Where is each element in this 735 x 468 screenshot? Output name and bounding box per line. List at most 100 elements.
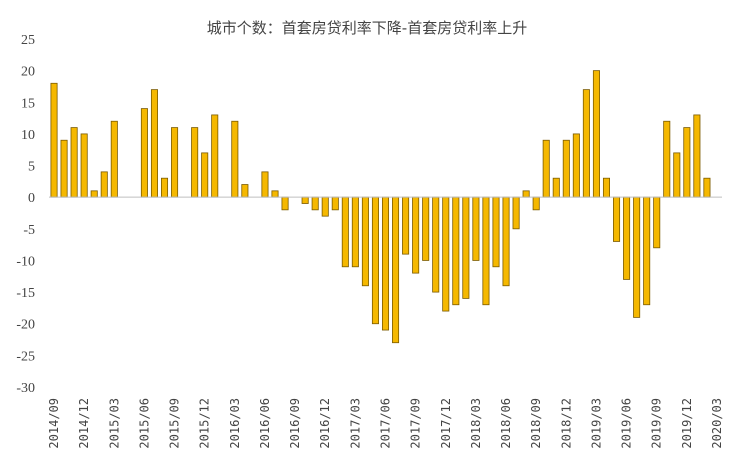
bar-2015-09 bbox=[171, 127, 179, 198]
bar-2018-08 bbox=[522, 190, 530, 198]
y-tick-label: 10 bbox=[21, 128, 35, 143]
y-tick-label: 15 bbox=[21, 96, 35, 111]
x-tick-label: 2016/12 bbox=[318, 398, 332, 449]
bar-2019-02 bbox=[582, 89, 590, 198]
bar-2018-01 bbox=[452, 196, 460, 306]
bar-2015-11 bbox=[191, 127, 199, 198]
bar-2017-05 bbox=[371, 196, 379, 325]
bar-2017-01 bbox=[331, 196, 339, 211]
bar-2015-06 bbox=[140, 108, 148, 198]
bar-2018-12 bbox=[562, 139, 570, 198]
bar-2018-02 bbox=[462, 196, 470, 299]
bar-2017-10 bbox=[422, 196, 430, 261]
bar-2014-12 bbox=[80, 133, 88, 198]
y-tick-label: 5 bbox=[28, 160, 35, 175]
y-tick-label: -30 bbox=[16, 381, 35, 396]
x-tick-label: 2019/03 bbox=[589, 398, 603, 449]
x-tick-label: 2017/12 bbox=[439, 398, 453, 449]
y-tick-label: 20 bbox=[21, 65, 35, 80]
x-tick-label: 2014/12 bbox=[77, 398, 91, 449]
bar-2014-11 bbox=[70, 127, 78, 198]
bar-2019-12 bbox=[683, 127, 691, 198]
bar-2019-06 bbox=[623, 196, 631, 280]
bar-2014-10 bbox=[60, 139, 68, 198]
bar-2018-05 bbox=[492, 196, 500, 268]
bar-2019-10 bbox=[663, 120, 671, 198]
bar-2016-03 bbox=[231, 120, 239, 198]
bar-2018-03 bbox=[472, 196, 480, 261]
x-tick-label: 2019/09 bbox=[650, 398, 664, 449]
bar-2017-12 bbox=[442, 196, 450, 312]
bar-2017-11 bbox=[432, 196, 440, 293]
bar-2020-02 bbox=[703, 177, 711, 198]
x-tick-label: 2014/09 bbox=[47, 398, 61, 449]
chart-title: 城市个数：首套房贷利率下降-首套房贷利率上升 bbox=[207, 19, 527, 37]
bar-2017-03 bbox=[351, 196, 359, 268]
bar-2015-01 bbox=[90, 190, 98, 198]
x-tick-label: 2019/12 bbox=[680, 398, 694, 449]
y-tick-label: 25 bbox=[21, 33, 35, 48]
x-tick-label: 2015/12 bbox=[198, 398, 212, 449]
x-tick-label: 2016/03 bbox=[228, 398, 242, 449]
bar-2019-04 bbox=[602, 177, 610, 198]
x-tick-label: 2017/03 bbox=[348, 398, 362, 449]
bar-2017-06 bbox=[381, 196, 390, 331]
bar-2016-06 bbox=[261, 171, 269, 198]
bar-2019-05 bbox=[613, 196, 621, 242]
bar-2015-12 bbox=[201, 152, 209, 198]
bar-2016-08 bbox=[281, 196, 289, 211]
bar-2017-02 bbox=[341, 196, 349, 268]
x-tick-label: 2018/09 bbox=[529, 398, 543, 449]
bar-2020-01 bbox=[693, 114, 701, 198]
x-tick-label: 2015/03 bbox=[107, 398, 121, 449]
x-tick-label: 2016/09 bbox=[288, 398, 302, 449]
y-tick-label: -25 bbox=[16, 349, 35, 364]
bar-2018-10 bbox=[542, 139, 550, 198]
bar-2019-07 bbox=[633, 196, 641, 318]
y-tick-label: -15 bbox=[16, 286, 35, 301]
bar-2017-08 bbox=[402, 196, 410, 255]
x-tick-label: 2015/09 bbox=[168, 398, 182, 449]
bar-2016-07 bbox=[271, 190, 279, 198]
bar-2017-04 bbox=[361, 196, 369, 287]
x-tick-label: 2017/09 bbox=[409, 398, 423, 449]
y-tick-label: 0 bbox=[28, 191, 35, 206]
bar-2019-09 bbox=[653, 196, 661, 249]
bar-2019-03 bbox=[592, 70, 600, 198]
bar-2016-11 bbox=[311, 196, 319, 211]
bar-2019-11 bbox=[673, 152, 681, 198]
x-tick-label: 2020/03 bbox=[710, 398, 724, 449]
bar-2018-11 bbox=[552, 177, 560, 198]
x-tick-label: 2018/06 bbox=[499, 398, 513, 449]
bar-2015-08 bbox=[160, 177, 169, 198]
x-tick-label: 2016/06 bbox=[258, 398, 272, 449]
bars bbox=[50, 70, 711, 344]
x-axis-ticks: 2014/09 2014/12 2015/03 2015/06 2015/09 2015/… bbox=[47, 398, 724, 449]
x-tick-label: 2017/06 bbox=[379, 398, 393, 449]
bar-2017-07 bbox=[392, 196, 400, 344]
bar-2017-09 bbox=[412, 196, 420, 274]
bar-2015-02 bbox=[100, 171, 108, 198]
y-tick-label: -20 bbox=[16, 318, 35, 333]
y-tick-label: -5 bbox=[23, 223, 35, 238]
bar-2018-04 bbox=[482, 196, 490, 306]
bar-2019-01 bbox=[572, 133, 580, 198]
x-tick-label: 2019/06 bbox=[620, 398, 634, 449]
x-tick-label: 2018/12 bbox=[559, 398, 573, 449]
y-tick-label: -10 bbox=[16, 254, 35, 269]
bar-2019-08 bbox=[643, 196, 651, 306]
bar-2016-12 bbox=[321, 196, 329, 217]
bar-2015-03 bbox=[110, 120, 118, 198]
bar-2018-07 bbox=[512, 196, 520, 230]
bar-2015-07 bbox=[150, 89, 158, 198]
bar-2014-09 bbox=[50, 82, 58, 198]
y-axis-ticks: -30 -25 -20 -15 -10 -5 0 5 10 15 20 25 bbox=[16, 33, 35, 396]
x-tick-label: 2015/06 bbox=[137, 398, 151, 449]
bar-2016-10 bbox=[301, 196, 309, 204]
bar-2018-06 bbox=[502, 196, 510, 287]
bar-2016-04 bbox=[241, 184, 249, 198]
bar-2018-09 bbox=[532, 196, 540, 211]
bar-2016-01 bbox=[211, 114, 219, 198]
x-tick-label: 2018/03 bbox=[469, 398, 483, 449]
